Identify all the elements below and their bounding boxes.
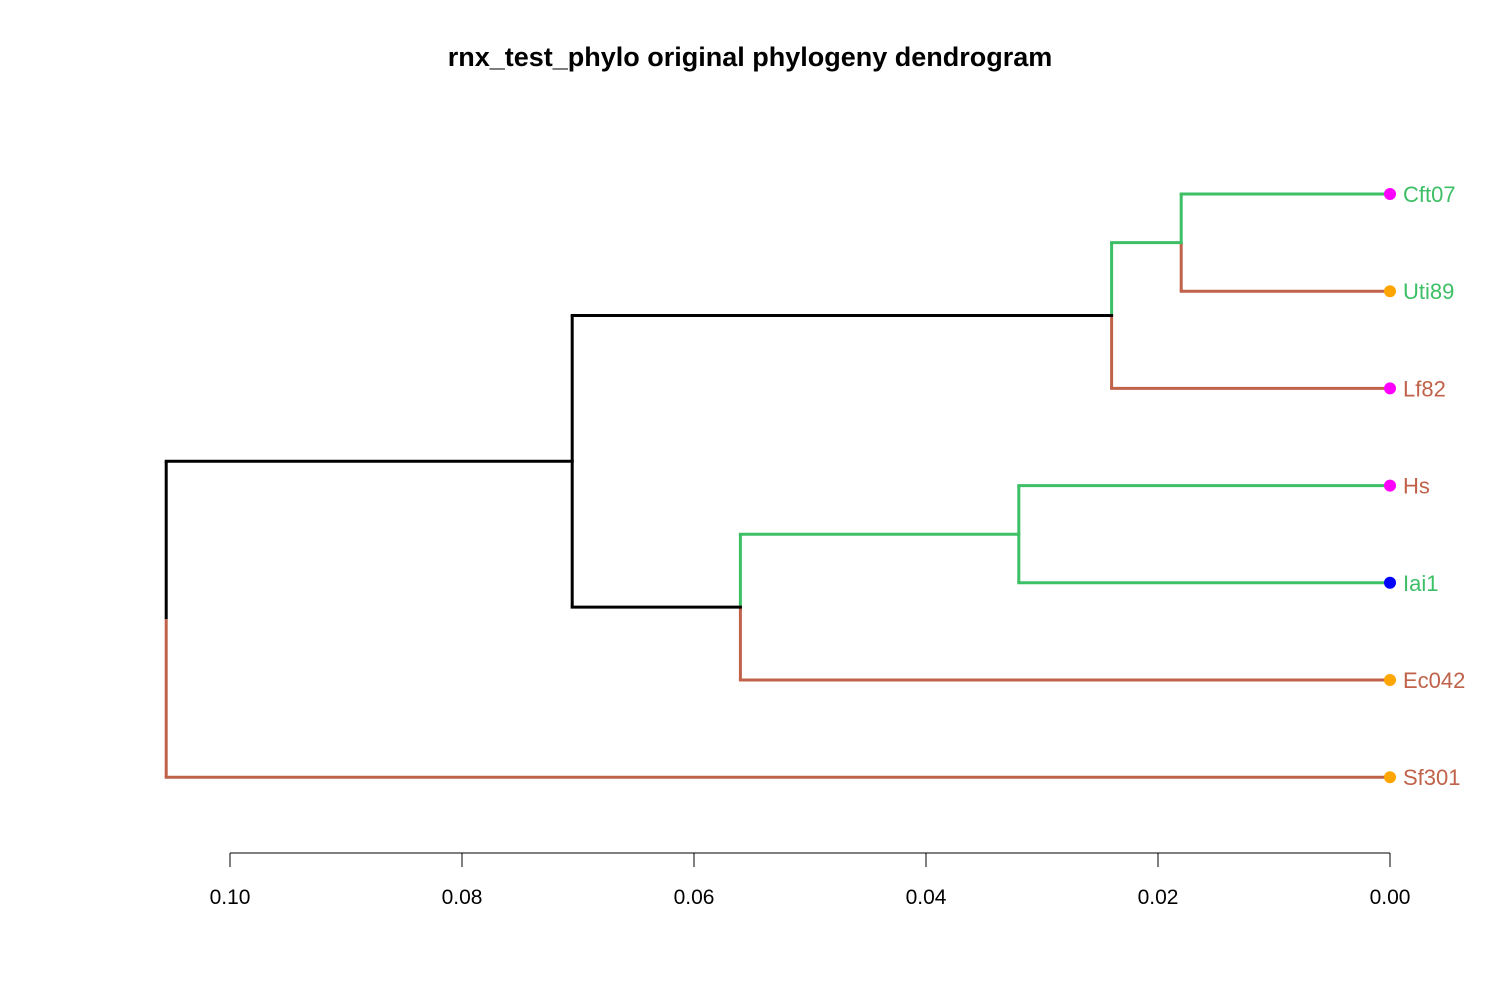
leaf-label-iai1: Iai1 [1403, 571, 1438, 596]
leaf-label-cft07: Cft07 [1403, 182, 1456, 207]
leaf-point-hs [1384, 479, 1396, 492]
height-axis: 0.10 0.08 0.06 0.04 0.02 0.00 [210, 852, 1411, 909]
leaf-label-lf82: Lf82 [1403, 376, 1446, 401]
leaf-point-ec042 [1384, 674, 1396, 686]
leaf-point-uti89 [1384, 285, 1396, 298]
leaf-label-uti89: Uti89 [1403, 279, 1454, 304]
axis-tick-label: 0.10 [210, 886, 251, 909]
leaf-point-iai1 [1384, 576, 1396, 589]
axis-tick-label: 0.06 [674, 886, 715, 909]
axis-tick-label: 0.04 [906, 886, 947, 909]
leaf-point-cft07 [1384, 188, 1396, 200]
chart-title: rnx_test_phylo original phylogeny dendro… [447, 42, 1053, 72]
leaves: Cft07 Uti89 Lf82 Hs Iai1 Ec042 Sf301 [1384, 182, 1465, 790]
branches [164, 192, 1392, 779]
leaf-label-ec042: Ec042 [1403, 668, 1465, 693]
leaf-label-sf301: Sf301 [1403, 765, 1461, 790]
leaf-point-lf82 [1384, 382, 1396, 395]
axis-tick-label: 0.00 [1370, 886, 1411, 909]
axis-tick-label: 0.08 [442, 886, 483, 909]
axis-tick-label: 0.02 [1138, 886, 1179, 909]
leaf-point-sf301 [1384, 771, 1396, 784]
leaf-label-hs: Hs [1403, 474, 1430, 499]
